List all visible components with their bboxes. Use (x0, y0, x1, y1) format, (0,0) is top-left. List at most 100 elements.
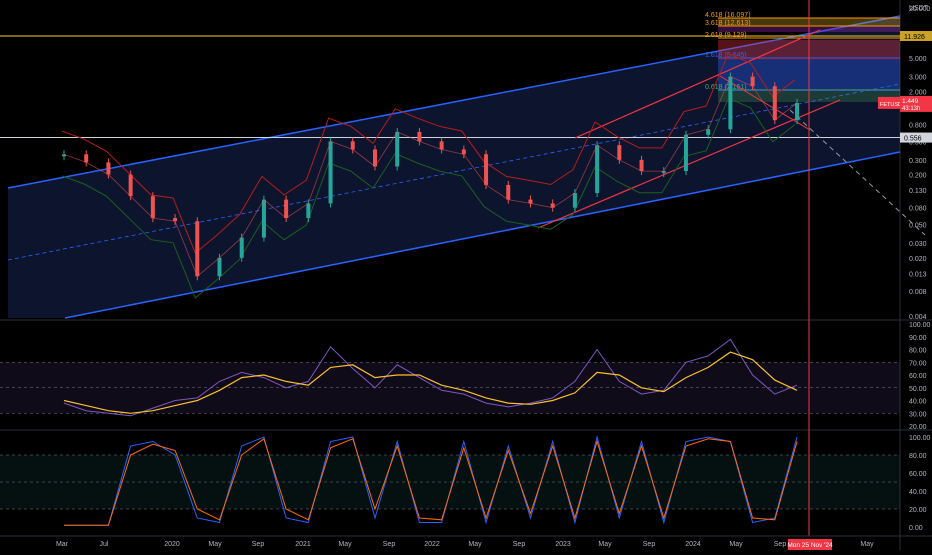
price-candle (306, 203, 311, 219)
channel-mid-line (7, 83, 901, 261)
rsi-tick-label: 100.00 (909, 322, 931, 329)
price-tick-label: 0.020 (909, 256, 927, 263)
fib-level-label: 4.618 (16.097) (705, 12, 751, 19)
price-candle (195, 221, 200, 277)
white-line-label: 0.556 (904, 136, 922, 143)
price-tick-label: 20.000 (909, 6, 931, 13)
price-line (63, 76, 798, 277)
price-badge (900, 95, 932, 112)
time-tick-label: Mar (56, 541, 69, 548)
price-tick-label: 0.500 (909, 139, 927, 146)
channel-fill (8, 16, 900, 318)
stoch-d-line (64, 437, 798, 526)
price-axis[interactable]: 20.00010.0005.0003.0002.0001.3000.8000.5… (878, 5, 932, 532)
price-tick-label: 5.000 (909, 56, 927, 63)
price-candle (772, 86, 777, 121)
price-candle (528, 199, 533, 204)
cursor-date-badge (788, 539, 832, 550)
stoch-rsi-pane (0, 435, 900, 526)
price-candle (84, 154, 89, 163)
price-tick-label: 0.004 (909, 314, 927, 321)
price-candle (506, 184, 511, 200)
price-tick-label: 0.050 (909, 223, 927, 230)
price-tick-label: 0.013 (909, 271, 927, 278)
price-candle (661, 171, 666, 174)
price-candle (639, 159, 644, 172)
price-candle (461, 149, 466, 155)
time-tick-label: Sep (252, 541, 265, 548)
price-candle (484, 154, 489, 185)
wedge-upper-line (574, 29, 821, 139)
price-candle (328, 141, 333, 204)
price-candle (617, 145, 622, 160)
price-candle (572, 193, 577, 208)
time-tick-label: 2023 (555, 541, 571, 548)
price-tick-label: 0.200 (909, 173, 927, 180)
price-candle (683, 134, 688, 172)
rsi-tick-label: 30.00 (909, 411, 927, 418)
channel-upper-line (7, 15, 901, 189)
stoch-tick-label: 0.00 (909, 525, 923, 532)
time-tick-label: Sep (513, 541, 526, 548)
rsi-line (63, 338, 798, 417)
time-tick-label: Sep (774, 541, 787, 548)
time-tick-label: May (208, 541, 222, 548)
currency-label: USDT (909, 5, 929, 12)
time-tick-label: 2024 (685, 541, 701, 548)
rsi-signal-line (63, 351, 798, 414)
price-tick-label: 0.130 (909, 188, 927, 195)
rsi-tick-label: 70.00 (909, 360, 927, 367)
price-candle (372, 149, 377, 167)
price-candle (595, 145, 600, 194)
price-candle (217, 257, 222, 277)
wedge-lower-line (537, 99, 841, 229)
price-tick-label: 3.000 (909, 75, 927, 82)
price-candle (395, 131, 400, 167)
time-tick-label: Jul (100, 541, 109, 548)
symbol-badge-label: FETUSDT (880, 102, 906, 108)
rsi-tick-label: 80.00 (909, 348, 927, 355)
time-tick-label: 2021 (295, 541, 311, 548)
price-tick-label: 0.008 (909, 289, 927, 296)
price-tick-label: 0.030 (909, 241, 927, 248)
price-candle (795, 102, 800, 121)
price-candle (550, 203, 555, 208)
gold-line-badge (900, 31, 932, 41)
price-badge-countdown: 43:13h (902, 106, 920, 112)
price-badge-price: 1.449 (902, 98, 919, 105)
rsi-tick-label: 50.00 (909, 386, 927, 393)
gold-line-label: 11.926 (904, 34, 925, 41)
price-candle (62, 154, 66, 157)
rsi-tick-label: 60.00 (909, 373, 927, 380)
stoch-tick-label: 60.00 (909, 471, 927, 478)
time-tick-label: May (338, 541, 352, 548)
upper-band-line (61, 52, 796, 254)
price-candle (417, 131, 422, 142)
price-candle (439, 141, 444, 150)
price-candle (728, 76, 733, 130)
price-candle (150, 196, 155, 219)
rsi-pane (0, 338, 900, 417)
time-tick-label: Sep (643, 541, 656, 548)
cursor-date-label: Mon 25 Nov '24 (787, 542, 833, 549)
price-candle (128, 174, 133, 197)
time-tick-label: May (729, 541, 743, 548)
price-candle (239, 237, 244, 258)
stoch-tick-label: 80.00 (909, 453, 927, 460)
lower-band-line (61, 97, 796, 299)
projection-line (789, 109, 926, 236)
price-pane (0, 29, 926, 299)
price-candle (284, 199, 289, 219)
symbol-badge (878, 96, 900, 109)
price-candle (173, 218, 178, 222)
triangle-line (719, 75, 811, 131)
rsi-tick-label: 40.00 (909, 399, 927, 406)
price-candle (706, 129, 711, 135)
time-tick-label: May (598, 541, 612, 548)
price-candle (350, 141, 355, 150)
price-tick-label: 0.080 (909, 206, 927, 213)
